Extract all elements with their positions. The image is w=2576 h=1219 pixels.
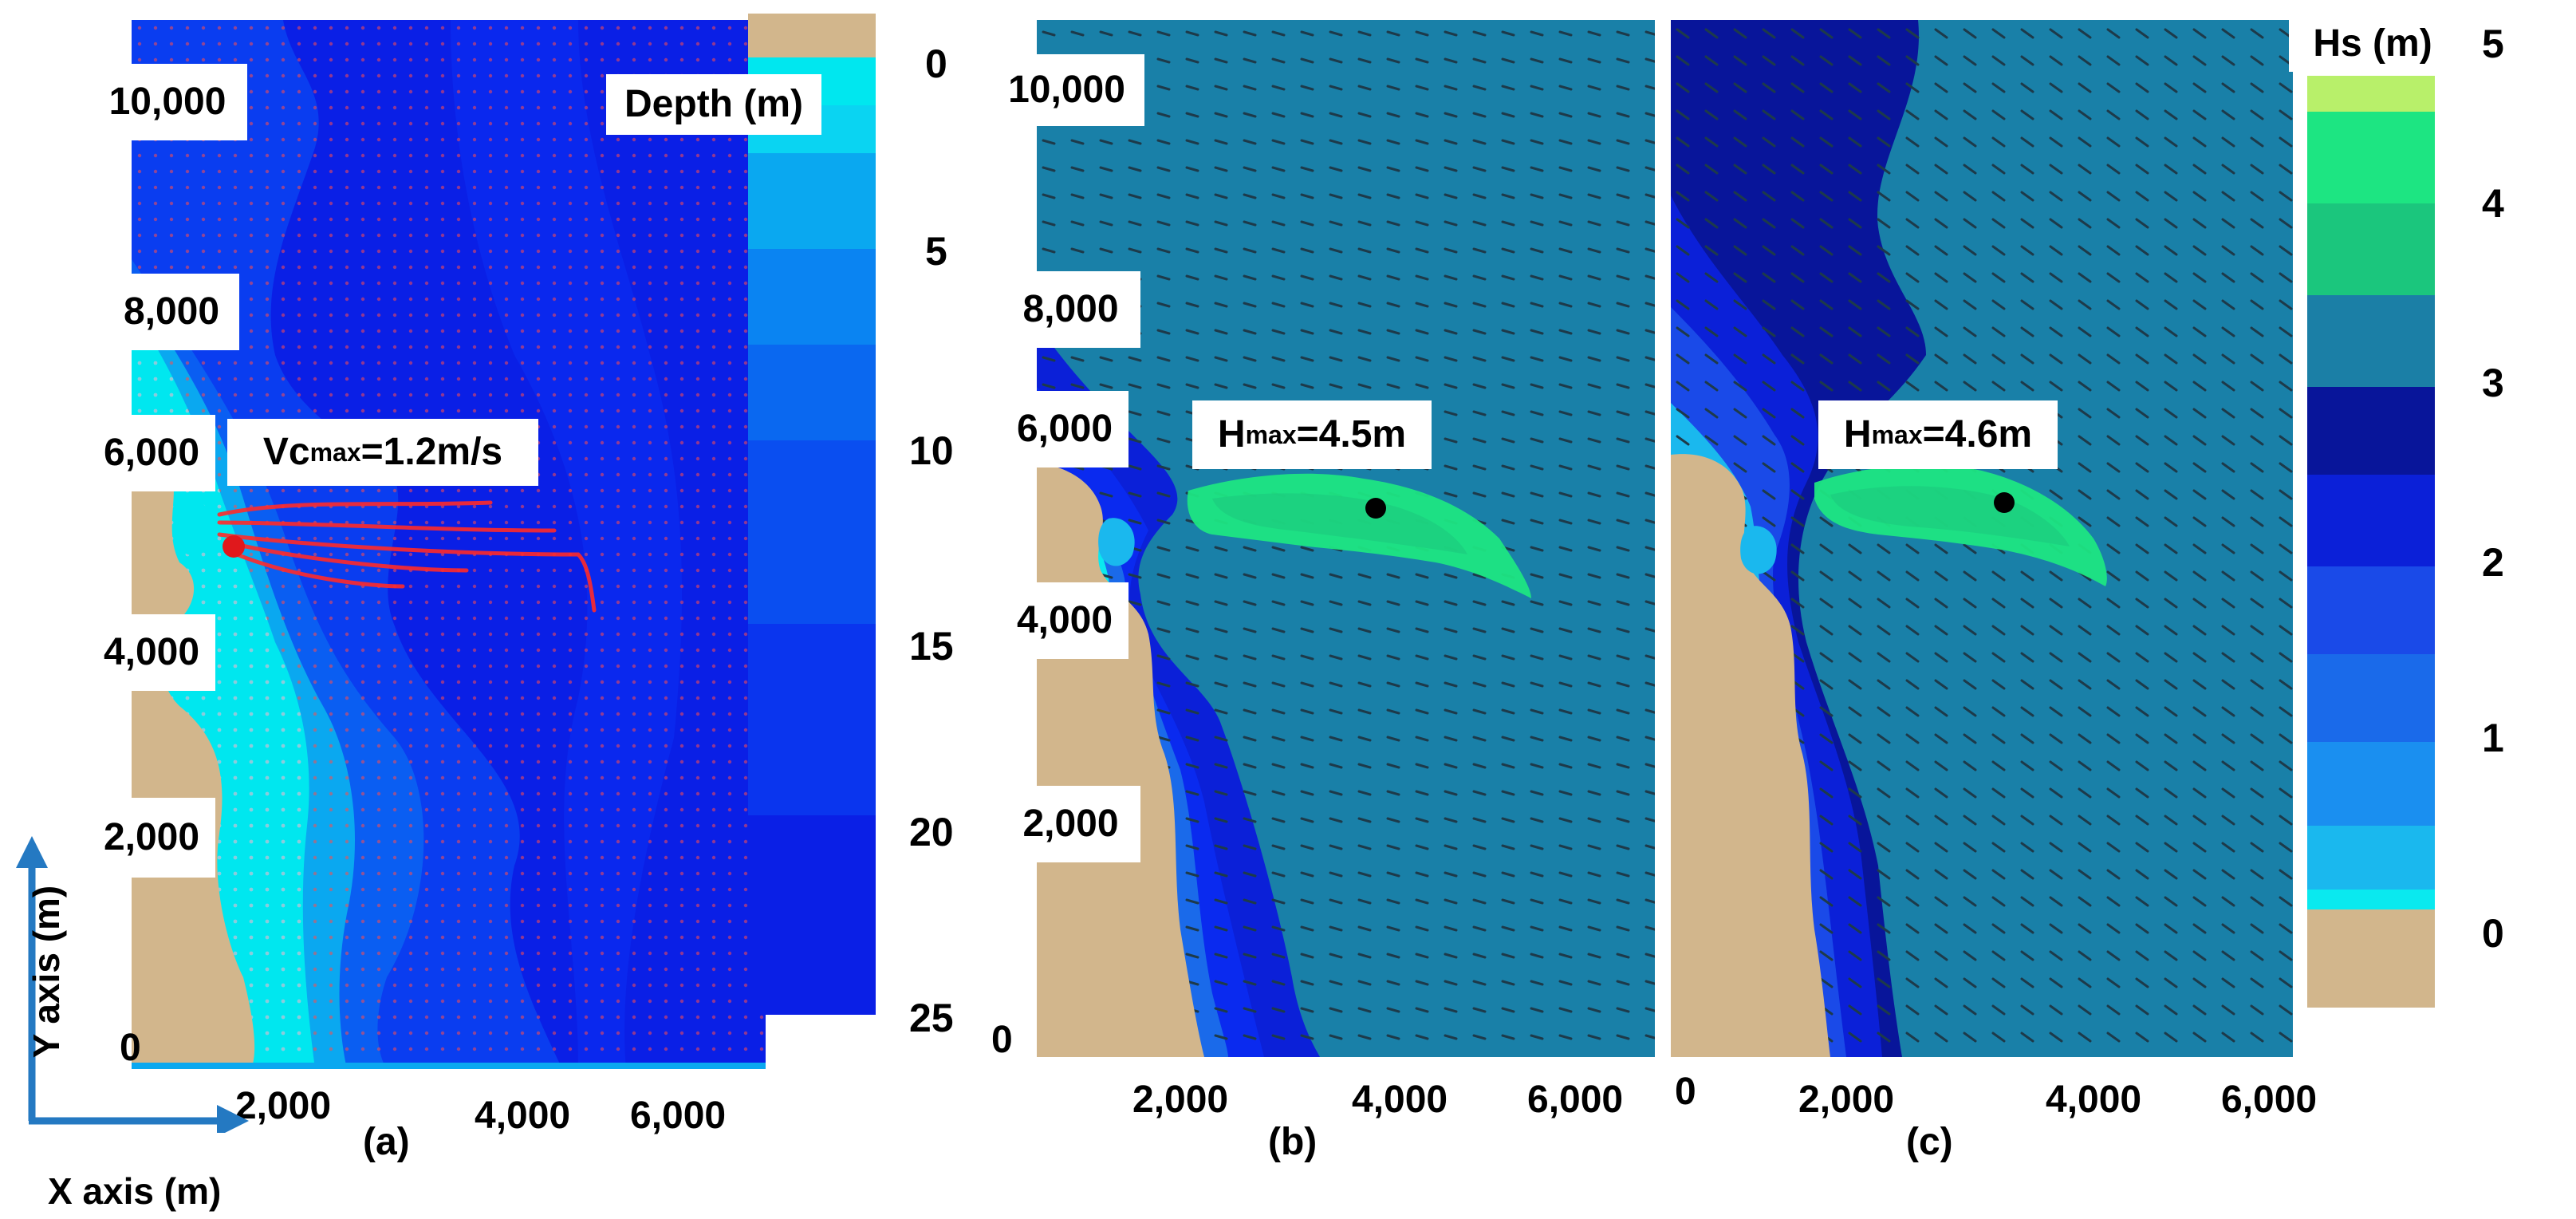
hs-tick-2: 2 (2482, 540, 2504, 585)
x-tick-label: 6,000 (2221, 1079, 2318, 1121)
x-tick-label: 0 (1675, 1071, 1696, 1113)
panel-a-caption: (a) (363, 1121, 410, 1163)
panel-c-caption: (c) (1906, 1121, 1953, 1163)
coast-land-c (1671, 454, 1830, 1057)
origin-tick-label: 0 (991, 1019, 1013, 1061)
annotation-sub: max (1245, 420, 1297, 449)
coastline-inlet (175, 499, 214, 555)
origin-tick-label: 0 (120, 1027, 141, 1069)
x-axis-title: X axis (m) (48, 1170, 222, 1212)
hs-colorbar (2307, 76, 2435, 1008)
x-tick-label: 4,000 (2046, 1079, 2142, 1121)
hs-tick-4: 4 (2482, 181, 2504, 226)
y-tick-label: 6,000 (88, 415, 215, 491)
depth-legend-title: Depth (m) (606, 74, 821, 135)
hs-tick-3: 3 (2482, 361, 2504, 405)
y-tick-label: 10,000 (88, 64, 247, 140)
hs-tick-0: 0 (2482, 911, 2504, 956)
x-tick-label: 2,000 (203, 1071, 363, 1142)
panel-b-caption: (b) (1268, 1121, 1318, 1163)
inlet-b (1098, 518, 1135, 566)
axis-arrows (16, 836, 249, 1133)
annotation-tail: =4.6m (1922, 413, 2033, 456)
max-wave-point-c (1994, 492, 2015, 513)
y-tick-label: 4,000 (88, 614, 215, 691)
inlet-c (1740, 526, 1777, 574)
max-velocity-annotation: Vc max =1.2m/s (227, 419, 538, 486)
x-tick-label: 2,000 (1132, 1079, 1229, 1121)
x-tick-label: 6,000 (1527, 1079, 1624, 1121)
x-tick-label: 6,000 (630, 1095, 727, 1137)
depth-tick-5: 5 (925, 229, 947, 274)
annotation-main: H (1843, 413, 1872, 456)
max-wave-point-b (1365, 498, 1386, 519)
annotation-sub: max (1871, 420, 1923, 449)
depth-tick-20: 20 (909, 810, 954, 854)
depth-tick-15: 15 (909, 624, 954, 669)
velocity-streamlines (217, 500, 597, 613)
y-tick-label: 10,000 (989, 54, 1144, 126)
y-tick-label: 6,000 (1001, 391, 1128, 467)
wave-height-map-b (1037, 20, 1655, 1057)
annotation-tail: =1.2m/s (360, 431, 503, 473)
max-velocity-point (223, 535, 245, 558)
wave-height-map-c (1671, 20, 2293, 1057)
bottom-edge (132, 1063, 766, 1069)
annotation-sub: max (309, 438, 361, 467)
bathymetry-map (132, 20, 766, 1069)
y-tick-label: 2,000 (88, 798, 215, 878)
annotation-main: Vc (262, 431, 310, 473)
depth-tick-0: 0 (925, 41, 947, 86)
annotation-tail: =4.5m (1296, 413, 1407, 456)
depth-colorbar (748, 14, 876, 1015)
y-tick-label: 4,000 (1001, 582, 1128, 659)
annotation-main: H (1217, 413, 1246, 456)
x-tick-label: 2,000 (1798, 1079, 1895, 1121)
plume-core-b (1212, 493, 1467, 554)
depth-tick-25: 25 (909, 996, 954, 1040)
x-tick-label: 4,000 (475, 1095, 571, 1137)
x-tick-label: 4,000 (1352, 1079, 1448, 1121)
hs-legend-title: Hs (m) (2289, 16, 2456, 72)
hs-tick-5: 5 (2482, 22, 2504, 66)
y-axis-title: Y axis (m) (26, 885, 68, 1059)
hs-tick-1: 1 (2482, 716, 2504, 760)
y-tick-label: 2,000 (1001, 786, 1140, 862)
y-tick-label: 8,000 (104, 274, 239, 350)
depth-tick-10: 10 (909, 428, 954, 473)
y-tick-label: 8,000 (1001, 271, 1140, 348)
